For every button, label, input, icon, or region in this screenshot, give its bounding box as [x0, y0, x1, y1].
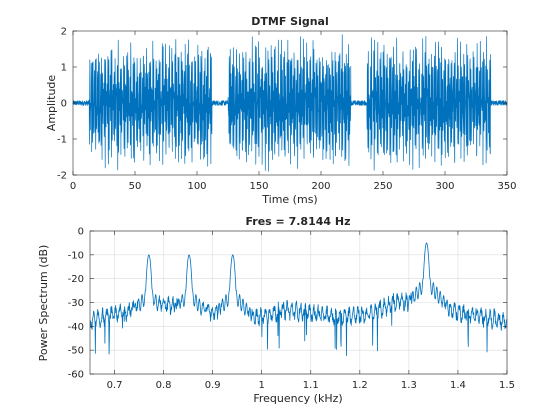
spectrum-x-tick-label: 1.2: [352, 380, 368, 391]
signal-x-tick-label: 300: [435, 181, 454, 192]
spectrum-x-tick-label: 0.7: [107, 380, 123, 391]
spectrum-y-tick-label: -40: [68, 322, 84, 333]
spectrum-x-axis-label: Frequency (kHz): [253, 392, 342, 405]
spectrum-y-tick-label: -10: [68, 250, 84, 261]
signal-x-tick-label: 100: [187, 181, 206, 192]
spectrum-x-tick-label: 0.9: [205, 380, 221, 391]
signal-x-axis-label: Time (ms): [261, 193, 317, 206]
signal-y-tick-label: 2: [61, 27, 67, 38]
signal-x-tick-label: 0: [70, 181, 76, 192]
dtmf-signal-chart: 0 50 100 150 200 250 300 350 -2 -1 0 1 2 DTMF Signal…: [45, 15, 517, 206]
spectrum-y-tick-label: -20: [68, 274, 84, 285]
spectrum-ticks: 0.7 0.8 0.9 1 1.1 1.2 1.3 1.4 1.5 -60 -50 -40 -30 -20…: [68, 227, 515, 392]
signal-y-tick-label: -1: [57, 135, 67, 146]
signal-x-tick-label: 150: [249, 181, 268, 192]
signal-ticks: 0 50 100 150 200 250 300 350 -2 -1 0 1 2: [57, 27, 517, 193]
signal-x-tick-label: 200: [311, 181, 330, 192]
signal-line: [72, 34, 508, 172]
spectrum-x-tick-label: 1.4: [450, 380, 466, 391]
spectrum-x-tick-label: 1.1: [303, 380, 319, 391]
signal-y-axis-label: Amplitude: [45, 75, 58, 132]
signal-y-tick-label: -2: [57, 171, 67, 182]
signal-x-tick-label: 250: [373, 181, 392, 192]
spectrum-series: [89, 242, 508, 356]
power-spectrum-chart: 0.7 0.8 0.9 1 1.1 1.2 1.3 1.4 1.5 -60 -50 -40 -30 -20…: [37, 215, 515, 405]
spectrum-y-axis-label: Power Spectrum (dB): [37, 245, 50, 362]
signal-y-tick-label: 1: [61, 63, 67, 74]
spectrum-x-tick-label: 0.8: [156, 380, 172, 391]
signal-x-tick-label: 50: [129, 181, 142, 192]
spectrum-line: [89, 242, 508, 356]
signal-x-tick-label: 350: [497, 181, 516, 192]
spectrum-title: Fres = 7.8144 Hz: [245, 215, 350, 228]
signal-y-tick-label: 0: [61, 99, 67, 110]
spectrum-y-tick-label: -30: [68, 298, 84, 309]
spectrum-y-tick-label: -50: [68, 346, 84, 357]
spectrum-y-tick-label: -60: [68, 370, 84, 381]
spectrum-x-tick-label: 1: [259, 380, 265, 391]
signal-title: DTMF Signal: [251, 15, 329, 28]
spectrum-x-tick-label: 1.5: [499, 380, 515, 391]
spectrum-x-tick-label: 1.3: [401, 380, 417, 391]
signal-series: [72, 34, 508, 172]
spectrum-y-tick-label: 0: [78, 227, 84, 238]
